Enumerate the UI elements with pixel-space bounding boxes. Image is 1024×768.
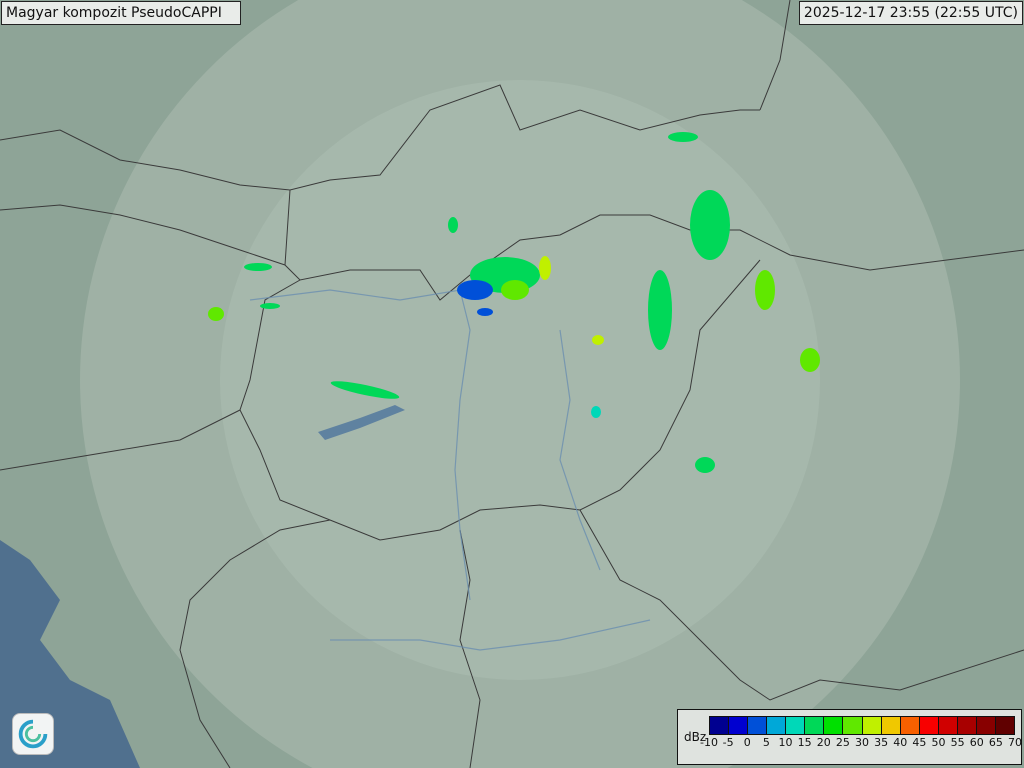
- echo: [477, 308, 493, 316]
- legend-swatch: [729, 717, 749, 734]
- echo: [539, 256, 551, 280]
- echo: [448, 217, 458, 233]
- legend-unit: dBz: [684, 730, 707, 744]
- legend-tick-label: 25: [835, 736, 850, 749]
- legend-swatch: [862, 717, 882, 734]
- echo: [501, 280, 529, 300]
- legend-swatch: [786, 717, 806, 734]
- echo: [648, 270, 672, 350]
- dbz-legend: dBz -10 -5 0 5 10 15 20 25 30 35 40 45 50 55 60 65 70: [677, 709, 1022, 765]
- legend-swatch: [767, 717, 787, 734]
- legend-tick-label: 60: [969, 736, 984, 749]
- legend-swatch: [938, 717, 958, 734]
- legend-tick-label: 55: [950, 736, 965, 749]
- legend-swatch: [748, 717, 768, 734]
- echo: [668, 132, 698, 142]
- legend-tick-label: 10: [778, 736, 793, 749]
- radar-echoes: [208, 132, 820, 473]
- legend-swatch: [881, 717, 901, 734]
- legend-tick-label: 45: [912, 736, 927, 749]
- legend-swatch: [710, 717, 730, 734]
- echo: [260, 303, 280, 309]
- map-title: Magyar kompozit PseudoCAPPI: [1, 1, 241, 25]
- legend-tick-label: 35: [874, 736, 889, 749]
- echo: [592, 335, 604, 345]
- legend-tick-label: 65: [988, 736, 1003, 749]
- lake-balaton: [318, 405, 405, 440]
- legend-tick-label: -10: [700, 736, 718, 749]
- timestamp: 2025-12-17 23:55 (22:55 UTC): [798, 1, 1023, 25]
- sea-adriatic: [0, 540, 140, 768]
- echo: [690, 190, 730, 260]
- legend-tick-label: 50: [931, 736, 946, 749]
- legend-swatch: [919, 717, 939, 734]
- rivers: [249, 289, 651, 651]
- radar-coverage-inner: [220, 80, 820, 680]
- legend-color-bar: [709, 716, 1015, 735]
- legend-tick-label: 15: [797, 736, 812, 749]
- echo: [800, 348, 820, 372]
- legend-tick-label: 5: [762, 736, 770, 749]
- legend-tick-label: 30: [855, 736, 869, 749]
- legend-tick-label: -5: [722, 736, 734, 749]
- echo: [457, 280, 493, 300]
- legend-swatch: [957, 717, 977, 734]
- legend-swatch: [843, 717, 863, 734]
- legend-swatch: [995, 717, 1014, 734]
- echo: [208, 307, 224, 321]
- legend-swatch: [824, 717, 844, 734]
- legend-tick-label: 70: [1008, 736, 1022, 749]
- echo: [755, 270, 775, 310]
- legend-swatch: [900, 717, 920, 734]
- swirl-logo-icon: [12, 713, 54, 755]
- legend-tick-label: 0: [743, 736, 751, 749]
- legend-swatch: [976, 717, 996, 734]
- legend-tick-label: 20: [816, 736, 831, 749]
- echo: [244, 263, 272, 271]
- echo: [695, 457, 715, 473]
- echo: [591, 406, 601, 418]
- echo: [330, 381, 400, 399]
- legend-tick-label: 40: [893, 736, 908, 749]
- legend-swatch: [805, 717, 825, 734]
